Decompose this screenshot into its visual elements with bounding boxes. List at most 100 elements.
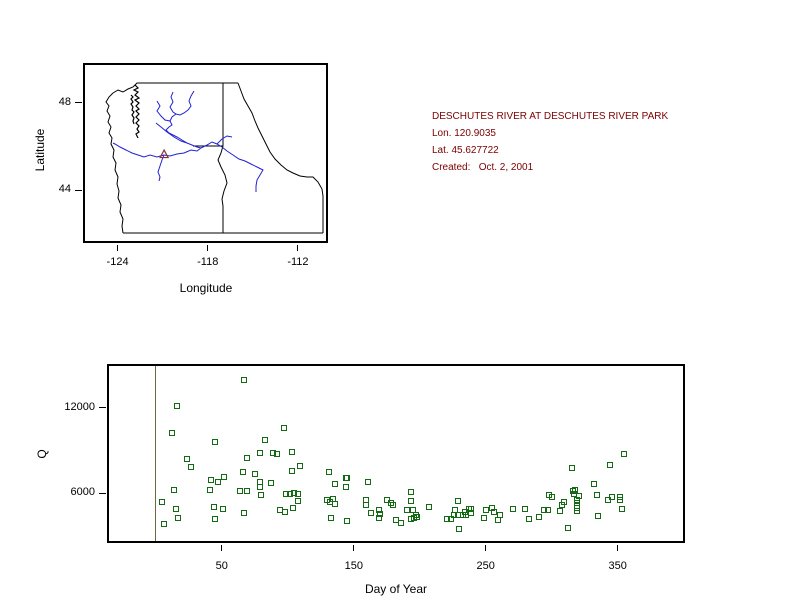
station-latitude: Lat. 45.627722 bbox=[432, 145, 499, 156]
scatter-point bbox=[241, 510, 248, 517]
scatter-point bbox=[296, 462, 303, 469]
puget-sound-coastline bbox=[130, 84, 141, 139]
scatter-point bbox=[564, 525, 571, 532]
scatter-point bbox=[188, 463, 195, 470]
scatter-point bbox=[291, 490, 298, 497]
scatter-point bbox=[407, 516, 414, 523]
scatter-point bbox=[560, 498, 567, 505]
scatter-point bbox=[573, 508, 580, 515]
scatter-point bbox=[160, 521, 167, 528]
scatter-point bbox=[556, 508, 563, 515]
scatter-point bbox=[390, 502, 397, 509]
map-x-tick bbox=[117, 245, 119, 251]
scatter-point bbox=[621, 450, 628, 457]
scatter-x-tick-label: 150 bbox=[344, 560, 363, 572]
scatter-point bbox=[243, 487, 250, 494]
scatter-point bbox=[295, 498, 302, 505]
scatter-point bbox=[212, 439, 219, 446]
scatter-point bbox=[412, 511, 419, 518]
map-x-tick-label: -112 bbox=[287, 256, 309, 268]
scatter-point bbox=[444, 516, 451, 523]
scatter-point bbox=[342, 484, 349, 491]
location-map bbox=[83, 63, 328, 243]
scatter-point bbox=[237, 488, 244, 495]
scatter-point bbox=[328, 515, 335, 522]
map-y-tick-label: 44 bbox=[58, 183, 71, 196]
map-x-axis-label: Longitude bbox=[179, 281, 233, 295]
scatter-point bbox=[173, 403, 180, 410]
rivers bbox=[112, 90, 264, 192]
scatter-x-tick bbox=[485, 545, 487, 551]
scatter-point bbox=[241, 377, 248, 384]
scatter-point bbox=[497, 512, 504, 519]
scatter-point bbox=[262, 437, 269, 444]
scatter-point bbox=[208, 476, 215, 483]
scatter-point bbox=[548, 494, 555, 501]
start-of-year-line bbox=[155, 366, 157, 541]
scatter-point bbox=[398, 519, 405, 526]
map-x-tick bbox=[207, 245, 209, 251]
scatter-point bbox=[489, 505, 496, 512]
scatter-point bbox=[455, 498, 462, 505]
scatter-point bbox=[344, 518, 351, 525]
scatter-point bbox=[590, 481, 597, 488]
scatter-point bbox=[407, 489, 414, 496]
scatter-point bbox=[220, 506, 227, 513]
scatter-point bbox=[280, 425, 287, 432]
scatter-point bbox=[274, 450, 281, 457]
q-axis-label: Q bbox=[35, 449, 49, 459]
scatter-point bbox=[258, 492, 265, 499]
map-y-axis-label: Latitude bbox=[33, 128, 47, 172]
scatter-point bbox=[283, 491, 290, 498]
scatter-point bbox=[362, 496, 369, 503]
scatter-y-tick bbox=[99, 492, 106, 494]
scatter-point bbox=[535, 514, 542, 521]
scatter-x-tick bbox=[353, 545, 355, 551]
scatter-point bbox=[251, 471, 258, 478]
scatter-point bbox=[365, 478, 372, 485]
scatter-point bbox=[468, 510, 475, 517]
scatter-point bbox=[559, 502, 566, 509]
scatter-point bbox=[159, 498, 166, 505]
scatter-point bbox=[243, 454, 250, 461]
scatter-y-tick-label: 12000 bbox=[64, 400, 95, 413]
scatter-point bbox=[403, 507, 410, 514]
scatter-point bbox=[540, 506, 547, 513]
scatter-point bbox=[605, 496, 612, 503]
map-frame bbox=[83, 63, 328, 243]
scatter-point bbox=[362, 502, 369, 509]
scatter-x-tick-label: 50 bbox=[215, 560, 228, 572]
scatter-point bbox=[175, 514, 182, 521]
scatter-plot-area bbox=[107, 364, 685, 543]
scatter-point bbox=[172, 505, 179, 512]
scatter-point bbox=[414, 513, 421, 520]
map-x-tick-label: -124 bbox=[106, 256, 129, 268]
scatter-point bbox=[544, 507, 551, 514]
scatter-point bbox=[490, 509, 497, 516]
scatter-point bbox=[287, 491, 294, 498]
scatter-point bbox=[257, 449, 264, 456]
scatter-y-tick bbox=[99, 407, 106, 408]
scatter-point bbox=[572, 487, 579, 494]
map-x-tick-label: -118 bbox=[197, 256, 219, 268]
scatter-point bbox=[375, 507, 382, 514]
map-y-tick bbox=[75, 189, 82, 191]
scatter-point bbox=[367, 510, 374, 517]
scatter-point bbox=[609, 493, 616, 500]
map-y-tick-label: 48 bbox=[58, 95, 71, 108]
scatter-point bbox=[482, 507, 489, 514]
scatter-point bbox=[184, 456, 191, 463]
scatter-point bbox=[526, 515, 533, 522]
state-borders bbox=[105, 82, 324, 234]
scatter-point bbox=[282, 508, 289, 515]
scatter-point bbox=[168, 429, 175, 436]
scatter-point bbox=[171, 486, 178, 493]
scatter-point bbox=[481, 514, 488, 521]
scatter-point bbox=[295, 490, 302, 497]
day-axis-label: Day of Year bbox=[364, 582, 428, 596]
station-longitude: Lon. 120.9035 bbox=[432, 128, 496, 139]
station-title: DESCHUTES RIVER AT DESCHUTES RIVER PARK bbox=[432, 111, 669, 122]
scatter-x-tick-label: 250 bbox=[476, 560, 495, 572]
scatter-point bbox=[212, 516, 219, 523]
